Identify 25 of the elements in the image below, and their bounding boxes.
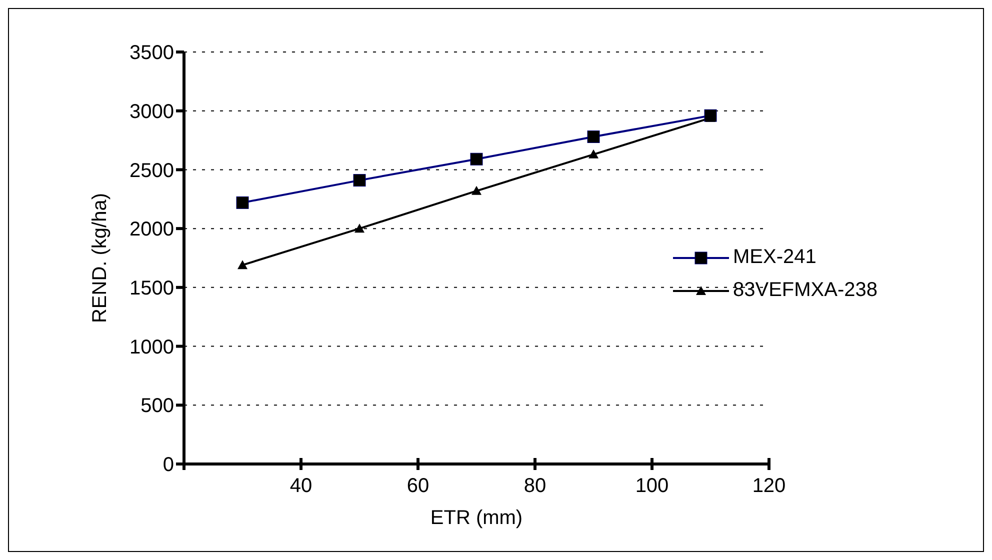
x-axis-title: ETR (mm) [430, 507, 523, 529]
y-tick-label: 1500 [130, 278, 174, 300]
point [587, 130, 600, 144]
point [472, 186, 482, 195]
y-tick-label: 2500 [130, 160, 174, 182]
point [470, 152, 483, 166]
y-tick-label: 2000 [130, 218, 174, 241]
y-tick-label: 3000 [130, 100, 174, 123]
point [588, 149, 598, 158]
point [353, 174, 366, 187]
legend-label: MEX-241 [733, 246, 816, 269]
point [236, 196, 249, 209]
x-tick-label: 100 [635, 475, 669, 498]
x-tick-label: 60 [406, 475, 430, 498]
point [238, 260, 248, 270]
y-tick-label: 0 [162, 454, 174, 476]
point [354, 224, 364, 233]
y-tick-label: 3500 [130, 42, 174, 64]
x-tick-label: 80 [524, 475, 546, 498]
y-axis-title: REND. (kg/ha) [89, 192, 112, 324]
y-tick-label: 500 [140, 395, 174, 418]
y-tick-label: 1000 [130, 336, 174, 358]
x-tick-label: 40 [290, 475, 312, 498]
legend-label: 83VEFMXA-238 [733, 279, 878, 302]
x-tick-label: 120 [752, 475, 786, 498]
